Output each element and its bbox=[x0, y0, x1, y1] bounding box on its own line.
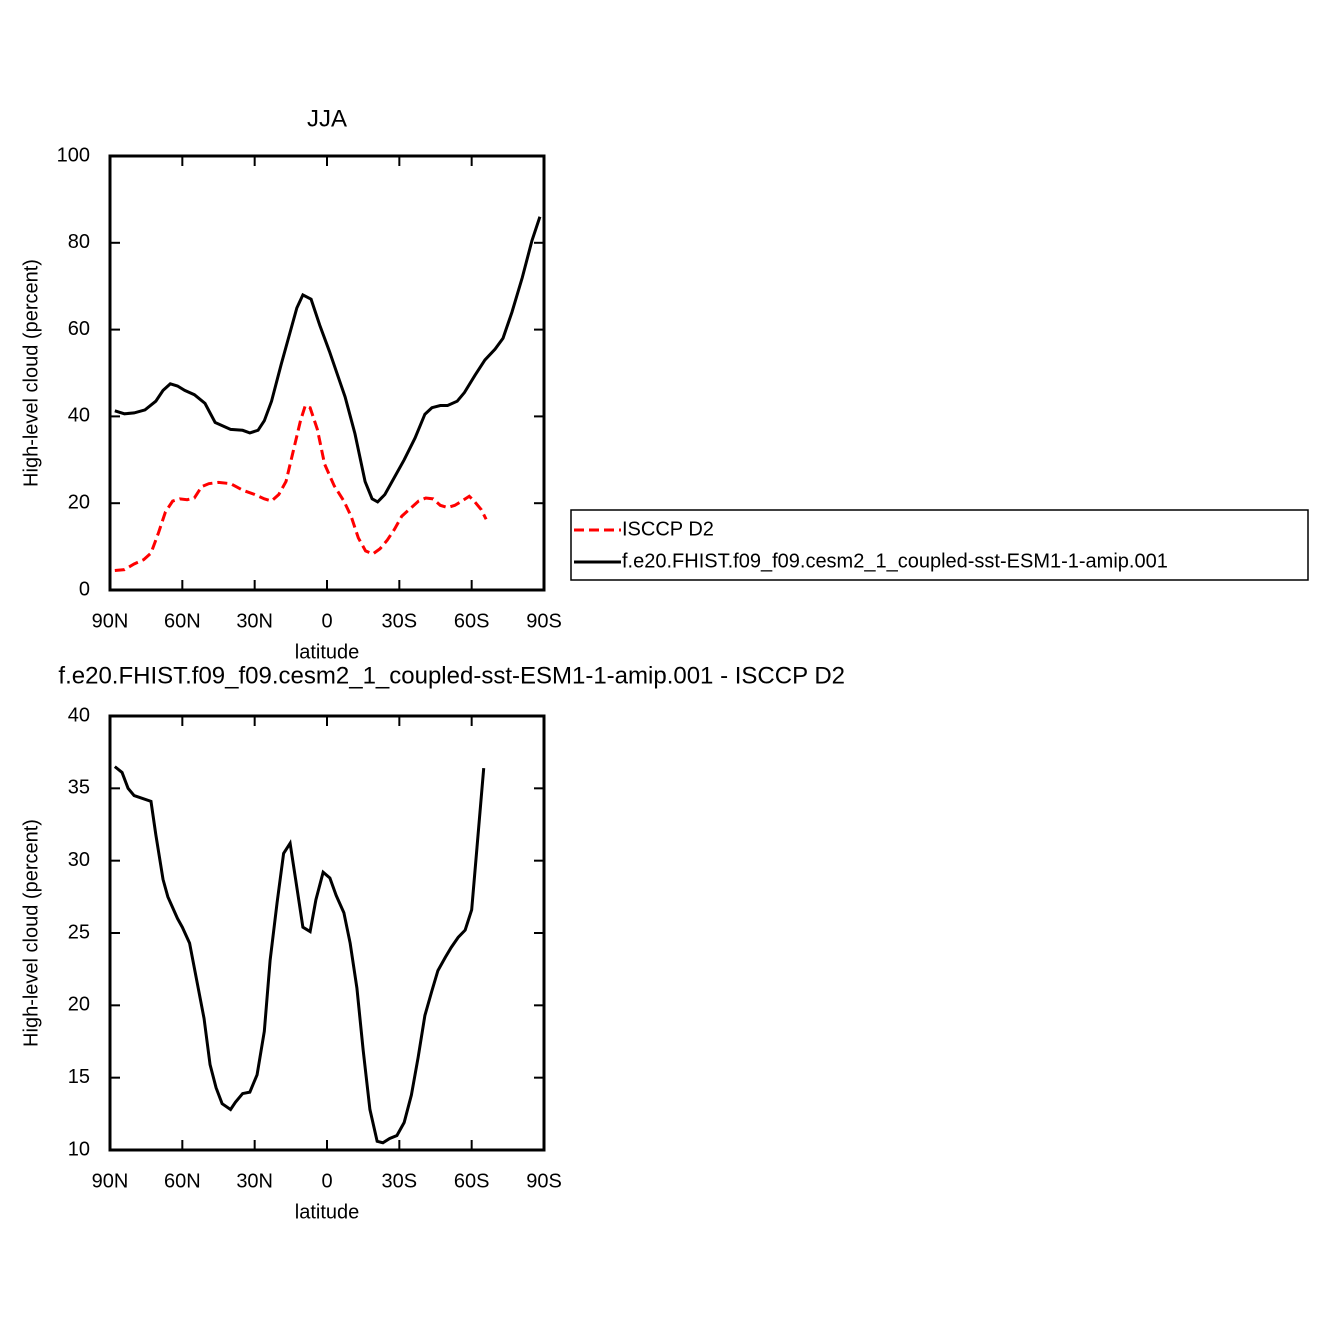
x-axis-label: latitude bbox=[295, 641, 360, 663]
y-axis-label: High-level cloud (percent) bbox=[20, 819, 42, 1047]
x-axis-label: latitude bbox=[295, 1201, 360, 1223]
plot-frame bbox=[108, 714, 546, 1152]
y-tick-label: 35 bbox=[68, 777, 90, 799]
y-tick-label: 30 bbox=[68, 849, 90, 871]
x-tick-label: 90N bbox=[92, 1170, 129, 1192]
y-tick-label: 100 bbox=[57, 144, 90, 166]
y-tick-label: 80 bbox=[68, 231, 90, 253]
y-tick-label: 20 bbox=[68, 491, 90, 513]
y-axis-label: High-level cloud (percent) bbox=[20, 259, 42, 487]
x-tick-label: 60S bbox=[454, 1170, 490, 1192]
x-tick-label: 90S bbox=[526, 610, 562, 632]
x-tick-label: 30N bbox=[236, 610, 273, 632]
x-tick-label: 90S bbox=[526, 1170, 562, 1192]
plot-frame bbox=[108, 154, 546, 592]
x-tick-label: 30S bbox=[382, 1170, 418, 1192]
y-tick-label: 20 bbox=[68, 994, 90, 1016]
data-line bbox=[114, 216, 542, 504]
y-tick-label: 40 bbox=[68, 704, 90, 726]
y-tick-label: 0 bbox=[79, 578, 90, 600]
legend-box bbox=[570, 509, 1309, 581]
y-tick-label: 15 bbox=[68, 1066, 90, 1088]
x-tick-label: 30S bbox=[382, 610, 418, 632]
x-tick-label: 60S bbox=[454, 610, 490, 632]
legend-label: f.e20.FHIST.f09_f09.cesm2_1_coupled-sst-… bbox=[622, 550, 1168, 572]
x-tick-label: 90N bbox=[92, 610, 129, 632]
chart-title: f.e20.FHIST.f09_f09.cesm2_1_coupled-sst-… bbox=[58, 662, 845, 689]
data-line bbox=[114, 403, 488, 572]
chart-title: JJA bbox=[307, 105, 347, 132]
x-tick-label: 60N bbox=[164, 1170, 201, 1192]
x-tick-label: 30N bbox=[236, 1170, 273, 1192]
y-tick-label: 60 bbox=[68, 318, 90, 340]
y-tick-label: 40 bbox=[68, 405, 90, 427]
x-tick-label: 0 bbox=[321, 1170, 332, 1192]
legend-label: ISCCP D2 bbox=[622, 518, 714, 540]
data-line bbox=[113, 765, 486, 1145]
y-tick-label: 10 bbox=[68, 1138, 90, 1160]
x-tick-label: 0 bbox=[321, 610, 332, 632]
y-tick-label: 25 bbox=[68, 921, 90, 943]
x-tick-label: 60N bbox=[164, 610, 201, 632]
